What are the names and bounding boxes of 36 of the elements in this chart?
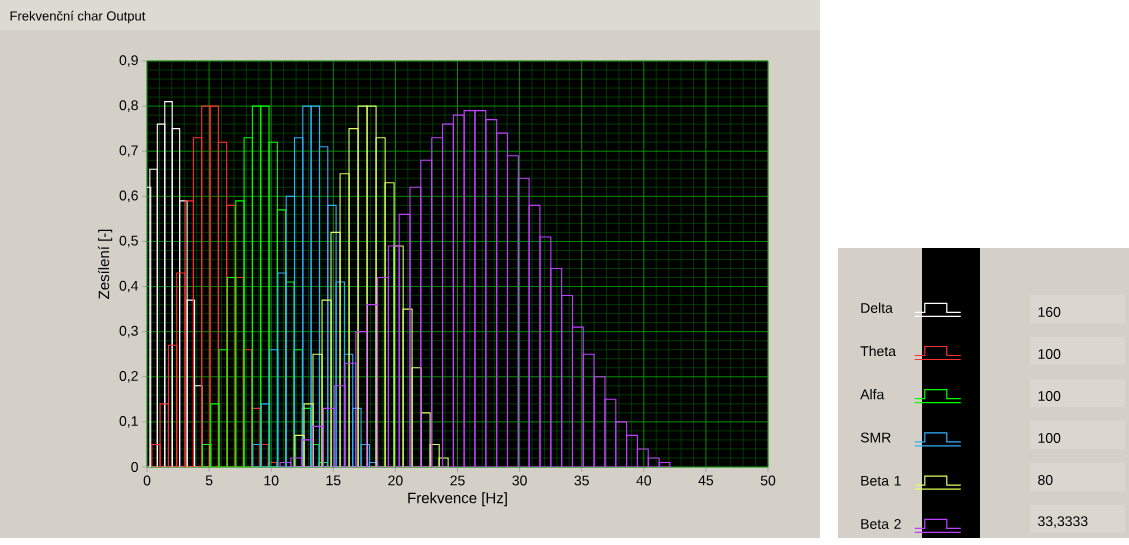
y-tick-label: 0,3 bbox=[119, 325, 138, 338]
y-tick-label: 0,8 bbox=[119, 100, 138, 112]
legend-label: Beta 2 bbox=[861, 518, 901, 529]
x-tick-label: 40 bbox=[636, 475, 652, 486]
text: 100 bbox=[1038, 390, 1061, 401]
x-tick-label: 10 bbox=[264, 475, 279, 486]
y-tick-label: 0 bbox=[131, 461, 138, 472]
text: 100 bbox=[1038, 432, 1061, 443]
y-tick-label: 0,2 bbox=[119, 370, 138, 383]
legend-label: Alfa bbox=[860, 388, 885, 400]
x-tick-label: 5 bbox=[205, 475, 213, 486]
x-tick-label: 30 bbox=[512, 475, 527, 486]
chart-title: Frekvenční char Output bbox=[10, 10, 146, 23]
x-tick-label: 25 bbox=[450, 475, 465, 486]
x-tick-label: 15 bbox=[326, 475, 341, 486]
y-axis-title: Zesílení [-] bbox=[98, 229, 113, 299]
x-tick-label: 45 bbox=[698, 475, 714, 486]
legend-label: Delta bbox=[861, 302, 893, 313]
text: 100 bbox=[1038, 348, 1061, 359]
x-tick-label: 50 bbox=[760, 475, 776, 486]
text: 80 bbox=[1038, 474, 1053, 485]
x-tick-label: 0 bbox=[143, 475, 151, 486]
y-tick-label: 0,9 bbox=[119, 55, 138, 67]
x-tick-label: 35 bbox=[574, 475, 589, 486]
text: 160 bbox=[1038, 306, 1061, 317]
y-tick-label: 0,4 bbox=[119, 280, 139, 293]
y-tick-label: 0,6 bbox=[119, 190, 138, 202]
text: 33,3333 bbox=[1038, 516, 1088, 528]
legend-label: Beta 1 bbox=[861, 475, 901, 486]
y-tick-label: 0,5 bbox=[119, 235, 138, 248]
legend-label: Theta bbox=[860, 345, 896, 356]
y-tick-label: 0,1 bbox=[119, 415, 138, 428]
legend-label: SMR bbox=[860, 432, 891, 443]
x-tick-label: 20 bbox=[388, 475, 403, 486]
y-tick-label: 0,7 bbox=[119, 145, 138, 157]
x-axis-title: Frekvence [Hz] bbox=[408, 492, 507, 507]
